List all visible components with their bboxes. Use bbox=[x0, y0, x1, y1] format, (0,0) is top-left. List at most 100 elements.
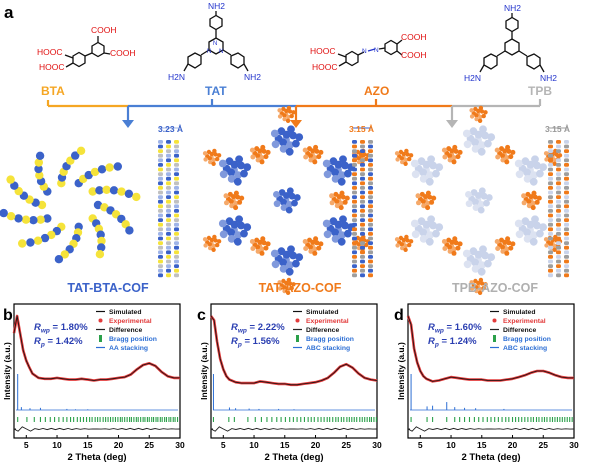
cof-linker-node bbox=[421, 203, 427, 209]
cof-linker-node bbox=[233, 200, 239, 206]
stacking-layer bbox=[564, 241, 569, 245]
stacking-layer bbox=[556, 213, 561, 218]
cof-hub-node bbox=[338, 231, 346, 240]
stacking-layer bbox=[360, 213, 365, 218]
cof-tube-segment bbox=[84, 170, 93, 180]
stacking-layer bbox=[548, 232, 553, 236]
cof-linker-node bbox=[344, 195, 350, 201]
cof-linker-node bbox=[249, 239, 255, 244]
stacking-layer bbox=[548, 181, 553, 186]
stacking-layer bbox=[556, 153, 561, 158]
cof-linker-node bbox=[478, 277, 484, 283]
stacking-layer bbox=[564, 268, 569, 273]
cof-tube-segment bbox=[132, 192, 141, 202]
x-tick-label: 20 bbox=[311, 440, 321, 450]
cof-hub-node bbox=[233, 237, 242, 246]
legend-difference-label: Difference bbox=[306, 327, 339, 334]
cof-linker-node bbox=[395, 243, 400, 248]
cof-linker-node bbox=[259, 159, 265, 165]
cof-hub-node bbox=[277, 127, 286, 136]
cof-linker-node bbox=[478, 114, 483, 120]
stacking-layer bbox=[174, 264, 179, 268]
stacking-layer bbox=[368, 181, 373, 186]
cof-hub-node bbox=[237, 221, 246, 230]
cof-center-node bbox=[485, 194, 493, 201]
legend-simulated-label: Simulated bbox=[503, 309, 535, 316]
cof-center-node bbox=[273, 200, 281, 208]
monomer-label-bta: BTA bbox=[41, 84, 65, 98]
cof-tube-segment bbox=[113, 162, 123, 171]
cof-hub-node bbox=[337, 177, 346, 186]
cof-tube-segment bbox=[71, 151, 80, 160]
cof-linker-node bbox=[286, 114, 291, 120]
stacking-layer bbox=[564, 232, 569, 236]
stacking-layer bbox=[360, 268, 365, 273]
cof-hub-node bbox=[469, 247, 478, 256]
stacking-layer bbox=[158, 140, 163, 144]
cof-center-node bbox=[291, 199, 298, 207]
stacking-layer bbox=[158, 245, 163, 250]
azo-double-bond bbox=[367, 48, 376, 52]
legend-difference-label: Difference bbox=[503, 327, 536, 334]
cof-linker-node bbox=[452, 236, 458, 242]
simulated-curve bbox=[210, 315, 378, 386]
cof-linker-node bbox=[211, 243, 216, 249]
stacking-layer bbox=[368, 199, 373, 204]
stacking-layer bbox=[174, 222, 179, 227]
stacking-layer bbox=[158, 199, 163, 204]
tat-triazine-n-2: N bbox=[207, 49, 211, 55]
legend-stacking-label: AA stacking bbox=[109, 345, 148, 352]
cof-linker-node bbox=[308, 248, 314, 254]
stacking-layer bbox=[158, 273, 163, 278]
cof-center-node bbox=[478, 187, 486, 195]
stacking-layer bbox=[548, 195, 553, 199]
stacking-layer bbox=[556, 236, 561, 241]
stacking-layer bbox=[548, 236, 553, 241]
cof-linker-node bbox=[457, 241, 463, 247]
cof-linker-node bbox=[469, 114, 475, 119]
legend-experimental-label: Experimental bbox=[503, 318, 546, 325]
stacking-layer bbox=[360, 204, 365, 209]
cof-structure-tat-azo bbox=[202, 105, 371, 295]
stacking-layer bbox=[352, 172, 357, 176]
cof-linker-node bbox=[312, 250, 318, 256]
stacking-layer bbox=[352, 153, 357, 158]
cof-hub-node bbox=[286, 261, 294, 269]
stacking-layer bbox=[166, 149, 171, 153]
cof-hub-node bbox=[218, 159, 227, 168]
tat-triazine-n-1: N bbox=[213, 41, 217, 47]
cof-linker-node bbox=[455, 245, 461, 251]
x-tick-label: 15 bbox=[477, 440, 487, 450]
stacking-layer bbox=[564, 158, 569, 163]
cof-linker-node bbox=[544, 157, 549, 162]
cof-hub-node bbox=[463, 140, 472, 149]
cof-hub-node bbox=[521, 217, 530, 226]
cof-linker-node bbox=[416, 200, 421, 206]
cof-hub-node bbox=[432, 229, 440, 238]
cof-center-node bbox=[288, 192, 296, 200]
stacking-layer bbox=[564, 245, 569, 250]
stacking-layer bbox=[166, 264, 171, 268]
stacking-layer bbox=[556, 232, 561, 236]
stacking-layer bbox=[360, 236, 365, 241]
stacking-layer bbox=[564, 181, 569, 186]
stacking-layer bbox=[368, 222, 373, 227]
cof-tube-segment bbox=[10, 181, 19, 190]
cof-linker-node bbox=[427, 194, 433, 200]
cof-linker-node bbox=[479, 109, 485, 114]
cof-linker-node bbox=[405, 152, 410, 157]
cof-linker-node bbox=[312, 155, 318, 161]
x-tick-label: 25 bbox=[539, 440, 549, 450]
cof-tube-segment bbox=[60, 250, 69, 259]
cof-linker-node bbox=[302, 147, 308, 153]
cof-hub-node bbox=[539, 223, 547, 232]
cof-linker-node bbox=[447, 248, 453, 254]
r-wp-value: Rwp = 1.80% bbox=[34, 322, 88, 335]
reaction-scheme-lines bbox=[46, 99, 542, 122]
cof-hub-node bbox=[462, 129, 471, 138]
cof-hub-node bbox=[292, 139, 300, 148]
monomer-label-tpb: TPB bbox=[528, 84, 552, 98]
cof-linker-node bbox=[254, 146, 260, 152]
stacking-layer bbox=[166, 273, 171, 278]
stacking-layer bbox=[368, 204, 373, 209]
